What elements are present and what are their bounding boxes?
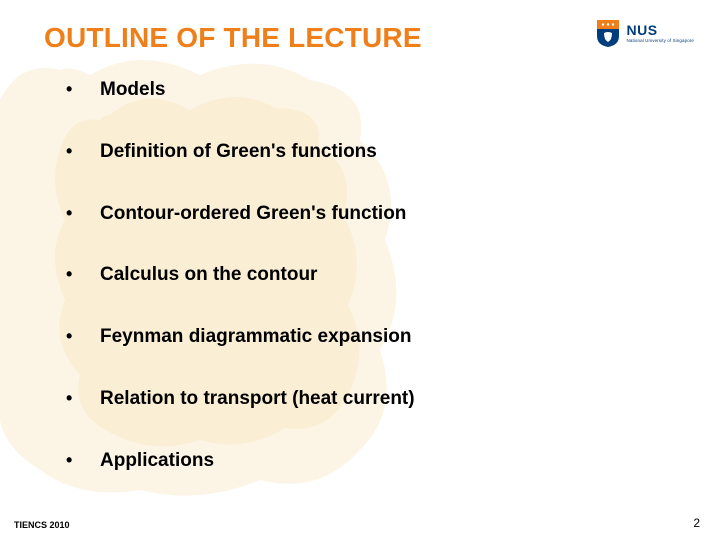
bullet-marker: • — [66, 387, 100, 410]
bullet-text: Calculus on the contour — [100, 263, 317, 287]
bullet-text: Definition of Green's functions — [100, 140, 377, 164]
university-logo: NUS National University of Singapore — [595, 18, 694, 48]
list-item: • Calculus on the contour — [66, 263, 626, 287]
bullet-marker: • — [66, 202, 100, 225]
footer-conference: TIENCS 2010 — [14, 520, 70, 530]
logo-subtitle: National University of Singapore — [627, 39, 694, 44]
list-item: • Models — [66, 78, 626, 102]
slide: OUTLINE OF THE LECTURE NUS National Univ… — [0, 0, 720, 540]
nus-crest-icon — [595, 18, 621, 48]
list-item: • Contour-ordered Green's function — [66, 202, 626, 226]
bullet-marker: • — [66, 449, 100, 472]
list-item: • Relation to transport (heat current) — [66, 387, 626, 411]
list-item: • Applications — [66, 449, 626, 473]
bullet-marker: • — [66, 140, 100, 163]
bullet-marker: • — [66, 78, 100, 101]
bullet-text: Applications — [100, 449, 214, 473]
list-item: • Feynman diagrammatic expansion — [66, 325, 626, 349]
bullet-text: Models — [100, 78, 165, 102]
bullet-text: Contour-ordered Green's function — [100, 202, 406, 226]
bullet-marker: • — [66, 263, 100, 286]
bullet-list: • Models • Definition of Green's functio… — [66, 78, 626, 510]
bullet-text: Relation to transport (heat current) — [100, 387, 415, 411]
page-number: 2 — [693, 516, 700, 530]
bullet-text: Feynman diagrammatic expansion — [100, 325, 412, 349]
list-item: • Definition of Green's functions — [66, 140, 626, 164]
bullet-marker: • — [66, 325, 100, 348]
logo-text: NUS National University of Singapore — [627, 23, 694, 44]
slide-title: OUTLINE OF THE LECTURE — [44, 22, 422, 54]
logo-name: NUS — [627, 23, 694, 37]
